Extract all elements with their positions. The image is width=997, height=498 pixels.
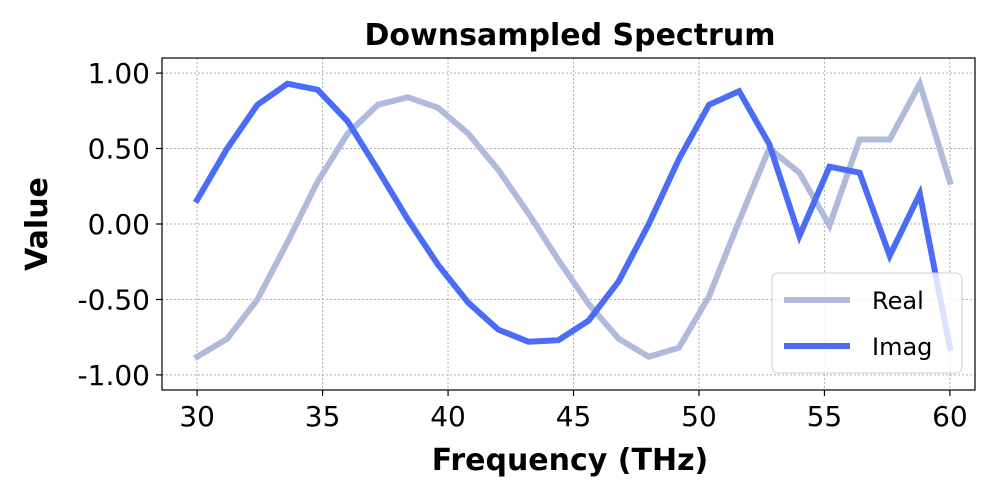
series-lines bbox=[192, 75, 954, 361]
x-tick-label: 30 bbox=[179, 400, 215, 433]
x-axis-ticks: 30 35 40 45 50 55 60 bbox=[179, 390, 968, 433]
x-tick-label: 45 bbox=[556, 400, 592, 433]
y-tick-label: -0.50 bbox=[78, 283, 150, 316]
x-axis-label: Frequency (THz) bbox=[432, 443, 709, 478]
y-tick-label: 1.00 bbox=[88, 57, 150, 90]
chart-title: Downsampled Spectrum bbox=[365, 18, 776, 53]
x-tick-label: 40 bbox=[430, 400, 466, 433]
legend: Real Imag bbox=[771, 272, 963, 374]
y-tick-label: 0.00 bbox=[88, 208, 150, 241]
y-axis-label: Value bbox=[20, 177, 55, 271]
y-tick-label: -1.00 bbox=[78, 359, 150, 392]
x-tick-label: 55 bbox=[807, 400, 843, 433]
legend-label-real: Real bbox=[872, 287, 924, 315]
series-line-imag bbox=[192, 80, 954, 352]
y-tick-label: 0.50 bbox=[88, 133, 150, 166]
y-axis-ticks: -1.00 -0.50 0.00 0.50 1.00 bbox=[78, 57, 162, 392]
series-line-real bbox=[192, 75, 954, 361]
x-tick-label: 35 bbox=[305, 400, 341, 433]
x-tick-label: 60 bbox=[932, 400, 968, 433]
legend-label-imag: Imag bbox=[872, 333, 932, 361]
legend-box bbox=[771, 272, 963, 374]
x-tick-label: 50 bbox=[681, 400, 717, 433]
